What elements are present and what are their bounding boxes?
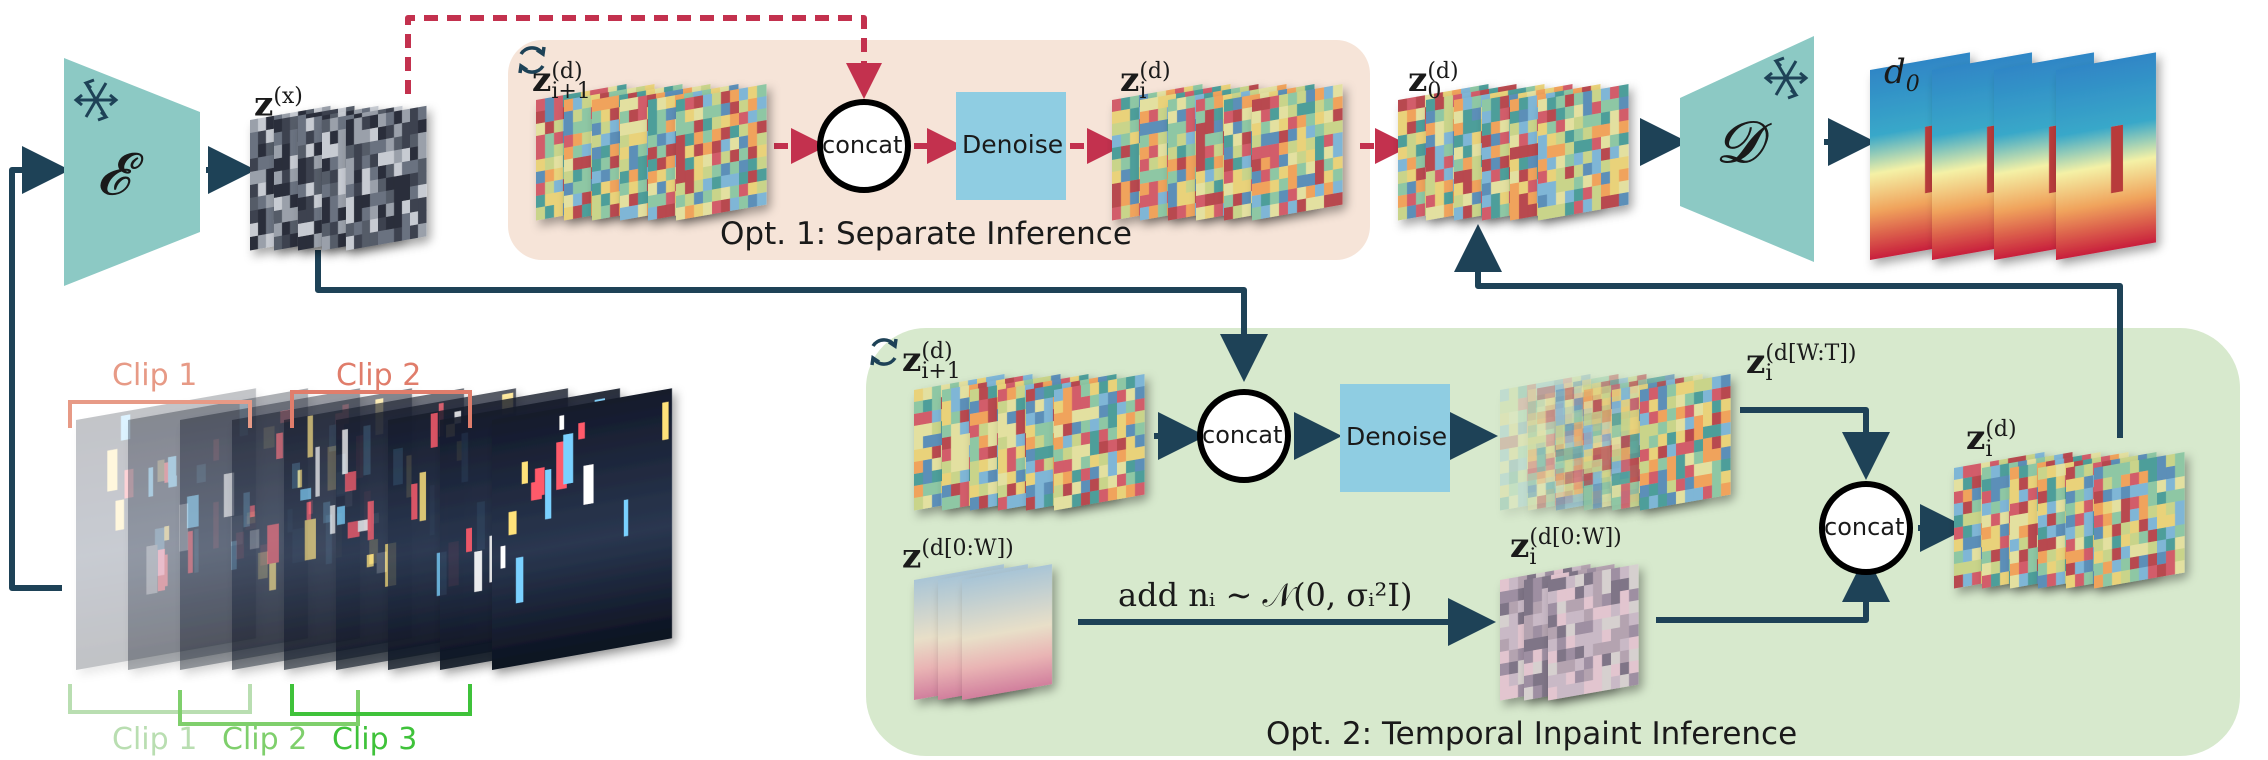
encoder-block [64,58,200,286]
z0-label: z (d) 0 [1408,59,1459,104]
zx-label: z(x) [254,84,303,125]
arrow-zi-to-z0 [1454,224,2123,438]
decoder-snowflake-icon [1763,56,1809,100]
clip2-bottom-bracket [178,690,360,726]
top-denoise-box [956,92,1066,200]
top-denoise-label: Denoise [962,130,1064,159]
clip1-top-bracket [68,400,252,428]
clip1-bottom-label: Clip 1 [112,722,198,757]
z0w-latent-frame [962,564,1052,700]
bottom-loop-refresh-icon [870,338,898,366]
clip3-bottom-bracket [290,684,472,716]
bottom-concat-circle-1 [1197,389,1291,483]
bottom-zout-label: z (d) i [1966,417,2017,462]
bottom-denoise-box [1340,384,1450,492]
bottom-concat2-label: concat [1824,513,1905,541]
zi-latent-frame [2094,452,2185,589]
decoder-block [1680,36,1814,262]
clip2-bottom-label: Clip 2 [222,722,308,757]
encoder-snowflake-icon [73,78,119,122]
zx-latent-frame [346,105,427,251]
encoder-symbol: 𝓔 [96,140,130,208]
bottom-z-in-label: z (d) i+1 [902,339,961,384]
bottom-concat-circle-2 [1819,481,1913,575]
bottom-denoise-label: Denoise [1346,422,1448,451]
decoder-symbol: 𝓓 [1716,108,1761,176]
top-z-in-label: z (d) i+1 [532,59,591,104]
arrow-input-to-encoder [9,146,70,591]
arrow-zx-to-bottom-concat [315,250,1268,382]
clip2-top-bracket [290,390,472,428]
arrow-zwt-to-concat2 [1740,407,1890,480]
top-z-out-label: z (d) i [1120,59,1171,104]
bottom-z-in-latent-frame [1054,374,1145,511]
arrow-zi0w-to-concat2 [1656,554,1890,623]
bottom-concat1-label: concat [1202,421,1283,449]
zi0w-label: z (d[0:W]) i [1510,525,1622,570]
opt2-caption: Opt. 2: Temporal Inpaint Inference [1266,716,1798,752]
top-loop-refresh-icon [518,46,546,74]
noise-add-label: add nᵢ ∼ 𝒩(0, σᵢ²I) [1118,576,1413,614]
zi0w-latent-frame [1548,564,1639,701]
zwt-latent-frame [1640,374,1731,511]
opt1-caption: Opt. 1: Separate Inference [720,216,1132,252]
top-z-out-latent-frame [1252,84,1343,221]
top-concat-label: concat [822,131,903,159]
zwt-label: z (d[W:T]) i [1746,341,1857,386]
top-concat-circle [817,99,911,193]
d0-label: d0 [1884,52,1920,97]
z0-latent-frame [1538,84,1629,221]
clip1-bottom-bracket [68,684,252,714]
z0w-label: z(d[0:W]) [902,536,1014,577]
input-clips-frame [492,388,672,670]
clip3-bottom-label: Clip 3 [332,722,418,757]
clip2-top-label: Clip 2 [336,358,422,393]
top-z-in-latent-frame [676,84,767,221]
dashed-zx-to-concat [405,15,882,99]
clip1-top-label: Clip 1 [112,358,198,393]
depth-output-frame [2056,52,2156,260]
